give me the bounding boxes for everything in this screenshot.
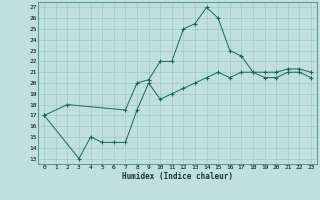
X-axis label: Humidex (Indice chaleur): Humidex (Indice chaleur)	[122, 172, 233, 181]
